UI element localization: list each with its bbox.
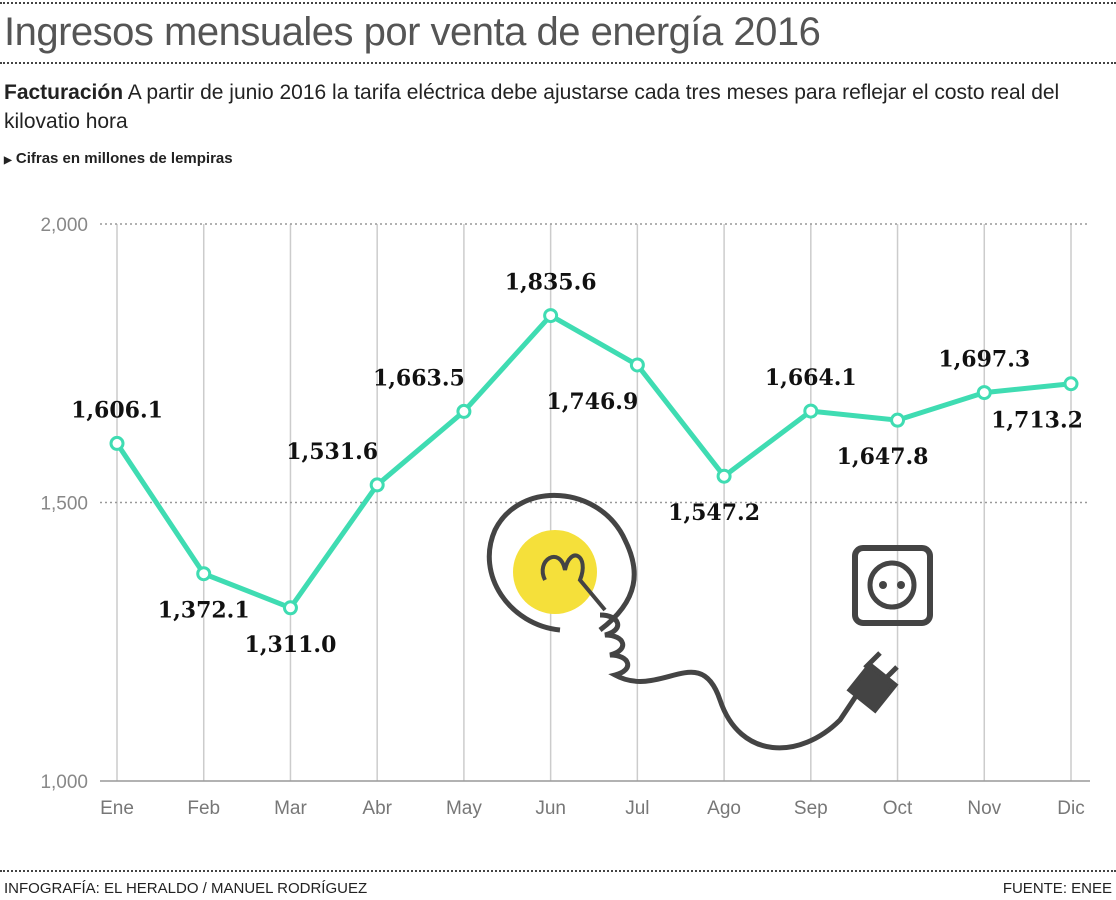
data-label: 1,713.2	[991, 408, 1083, 434]
subtitle-bold: Facturación	[4, 81, 124, 104]
data-point	[803, 403, 819, 419]
lightbulb-icon	[486, 492, 637, 633]
triangle-icon: ▶	[4, 155, 12, 166]
x-tick-label: Ago	[707, 798, 741, 819]
data-point	[282, 600, 298, 616]
data-point	[976, 385, 992, 401]
x-tick-label: Jul	[625, 798, 649, 819]
data-label: 1,663.5	[373, 365, 465, 391]
data-label: 1,606.1	[71, 397, 163, 423]
units-note-text: Cifras en millones de lempiras	[15, 150, 233, 167]
data-point	[109, 435, 125, 451]
data-point	[456, 403, 472, 419]
x-tick-label: Abr	[362, 798, 392, 819]
x-tick-label: Jun	[535, 798, 566, 819]
x-tick-label: Mar	[274, 798, 307, 819]
data-label: 1,697.3	[938, 347, 1030, 373]
outlet-hole	[897, 581, 905, 589]
power-cord	[599, 612, 863, 751]
data-point	[890, 412, 906, 428]
data-label: 1,372.1	[158, 598, 250, 624]
data-point	[629, 357, 645, 373]
outlet-socket	[867, 560, 917, 610]
chart-title: Ingresos mensuales por venta de energía …	[4, 10, 821, 54]
x-tick-label: Feb	[187, 798, 220, 819]
x-tick-label: May	[446, 798, 482, 819]
y-tick-label: 1,000	[40, 772, 88, 793]
data-point	[1063, 376, 1079, 392]
data-point	[543, 308, 559, 324]
bulb-filament	[540, 553, 607, 612]
data-label: 1,664.1	[765, 365, 857, 391]
outlet-icon	[852, 545, 933, 626]
data-point	[716, 468, 732, 484]
data-label: 1,835.6	[505, 270, 597, 296]
data-label: 1,746.9	[546, 389, 638, 415]
subtitle-text: A partir de junio 2016 la tarifa eléctri…	[4, 81, 1060, 133]
data-label: 1,547.2	[668, 500, 760, 526]
y-tick-label: 1,500	[40, 494, 88, 515]
bulb-glow	[513, 530, 597, 614]
data-label: 1,647.8	[837, 444, 929, 470]
data-point	[196, 566, 212, 582]
bottom-divider	[0, 870, 1116, 872]
data-label: 1,311.0	[245, 632, 337, 658]
x-tick-label: Oct	[883, 798, 913, 819]
data-point	[369, 477, 385, 493]
x-tick-label: Ene	[100, 798, 134, 819]
credit: INFOGRAFÍA: EL HERALDO / MANUEL RODRÍGUE…	[4, 880, 368, 897]
data-label: 1,531.6	[286, 439, 378, 465]
x-tick-label: Dic	[1057, 798, 1084, 819]
x-tick-label: Sep	[794, 798, 828, 819]
series-line	[114, 313, 1072, 611]
top-divider	[0, 2, 1116, 4]
chart-subtitle: Facturación A partir de junio 2016 la ta…	[4, 78, 1084, 136]
y-tick-label: 2,000	[40, 215, 88, 236]
source: FUENTE: ENEE	[1002, 880, 1112, 897]
units-note: ▶ Cifras en millones de lempiras	[4, 150, 233, 167]
plug-icon	[846, 651, 899, 714]
title-divider	[0, 62, 1116, 64]
x-tick-label: Nov	[967, 798, 1001, 819]
outlet-hole	[879, 581, 887, 589]
